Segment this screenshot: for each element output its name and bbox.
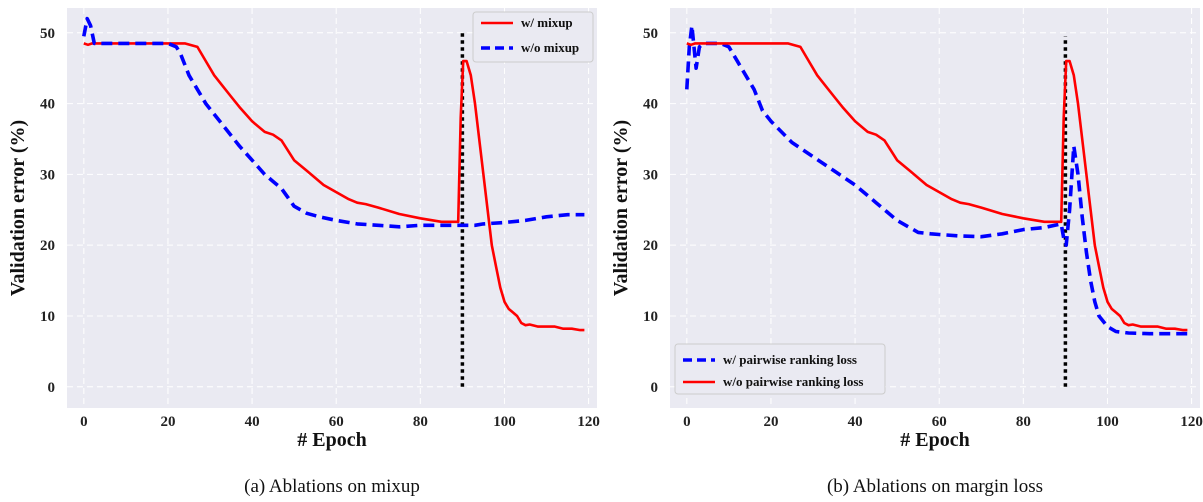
plot-area (670, 8, 1200, 408)
y-tick-label: 30 (643, 167, 658, 183)
y-tick-label: 40 (643, 97, 658, 113)
chart-panel-mixup: 0 20 40 60 80 100 120 0 10 20 30 40 50 # Epoch Valid… (7, 8, 600, 497)
y-tick-label: 10 (643, 309, 658, 325)
x-tick-label: 0 (683, 414, 691, 430)
series-line-w-o-mixup (82, 16, 585, 229)
chart-panel-margin-loss: 0 20 40 60 80 100 120 0 10 20 30 40 50 # Epoch Valid… (610, 8, 1203, 497)
legend-label-wo-mixup: w/o mixup (521, 40, 579, 55)
grid-lines (670, 8, 1200, 408)
y-tick-label: 10 (40, 309, 55, 325)
y-tick-label: 30 (40, 167, 55, 183)
legend-label-w-pairwise: w/ pairwise ranking loss (723, 352, 857, 367)
series-line-w-o-pairwise-ranking-loss (686, 42, 1188, 332)
x-tick-label: 100 (493, 414, 516, 430)
x-tick-label: 100 (1096, 414, 1119, 430)
plot-area (67, 8, 597, 408)
y-tick-label: 50 (643, 26, 658, 42)
caption-b: (b) Ablations on margin loss (827, 476, 1043, 497)
x-tick-label: 20 (763, 414, 778, 430)
x-tick-label: 60 (932, 414, 947, 430)
y-axis-label: Validation error (%) (7, 120, 29, 296)
x-axis-label: # Epoch (900, 429, 969, 451)
y-tick-label: 20 (643, 238, 658, 254)
series-line-w-mixup (83, 42, 585, 332)
x-tick-label: 80 (413, 414, 428, 430)
y-tick-label: 50 (40, 26, 55, 42)
y-tick-label: 40 (40, 97, 55, 113)
x-tick-label: 120 (1180, 414, 1203, 430)
y-tick-label: 20 (40, 238, 55, 254)
series-layer (82, 16, 585, 332)
y-tick-label: 0 (651, 380, 659, 396)
x-tick-label: 40 (245, 414, 260, 430)
legend: w/ mixup w/o mixup (472, 11, 594, 63)
x-axis-label: # Epoch (297, 429, 366, 451)
x-tick-label: 80 (1016, 414, 1031, 430)
legend-label-wo-pairwise: w/o pairwise ranking loss (723, 374, 864, 389)
tick-labels: 0 20 40 60 80 100 120 0 10 20 30 40 50 (643, 26, 1203, 430)
x-tick-label: 40 (848, 414, 863, 430)
x-tick-label: 20 (160, 414, 175, 430)
tick-labels: 0 20 40 60 80 100 120 0 10 20 30 40 50 (40, 26, 600, 430)
x-tick-label: 60 (329, 414, 344, 430)
x-tick-label: 120 (577, 414, 600, 430)
series-layer (685, 23, 1188, 336)
y-tick-label: 0 (48, 380, 56, 396)
legend: w/ pairwise ranking loss w/o pairwise ra… (674, 343, 886, 395)
legend-label-w-mixup: w/ mixup (521, 15, 573, 30)
y-axis-label: Validation error (%) (610, 120, 632, 296)
legend-box (674, 343, 886, 395)
caption-a: (a) Ablations on mixup (244, 476, 420, 497)
x-tick-label: 0 (80, 414, 88, 430)
